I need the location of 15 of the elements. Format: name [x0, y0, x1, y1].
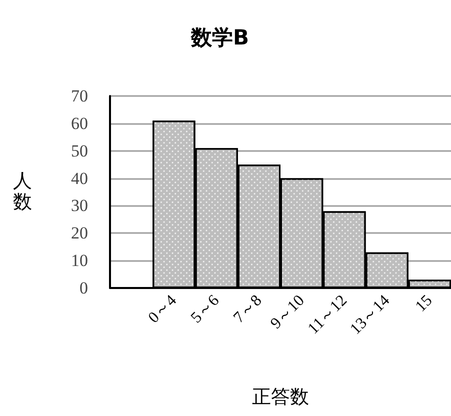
- x-tick-label: 15: [412, 292, 436, 316]
- y-tick-label: 50: [71, 141, 88, 160]
- x-axis-title: 正答数: [252, 387, 309, 408]
- y-tick-label: 40: [71, 168, 88, 188]
- y-tick-label: 60: [71, 114, 88, 133]
- y-tick-label: 30: [71, 196, 88, 216]
- x-tick-label: 5～6: [188, 292, 223, 327]
- y-tick-label: 20: [71, 224, 88, 243]
- x-tick-label: 7～8: [230, 292, 266, 327]
- x-tick-label: 0～4: [145, 292, 180, 327]
- y-axis-title: 人数: [13, 171, 32, 213]
- y-tick-label: 10: [71, 251, 88, 270]
- chart-title: 数学B: [190, 26, 250, 50]
- y-tick-label: 0: [80, 278, 88, 298]
- y-tick-label: 70: [71, 86, 88, 106]
